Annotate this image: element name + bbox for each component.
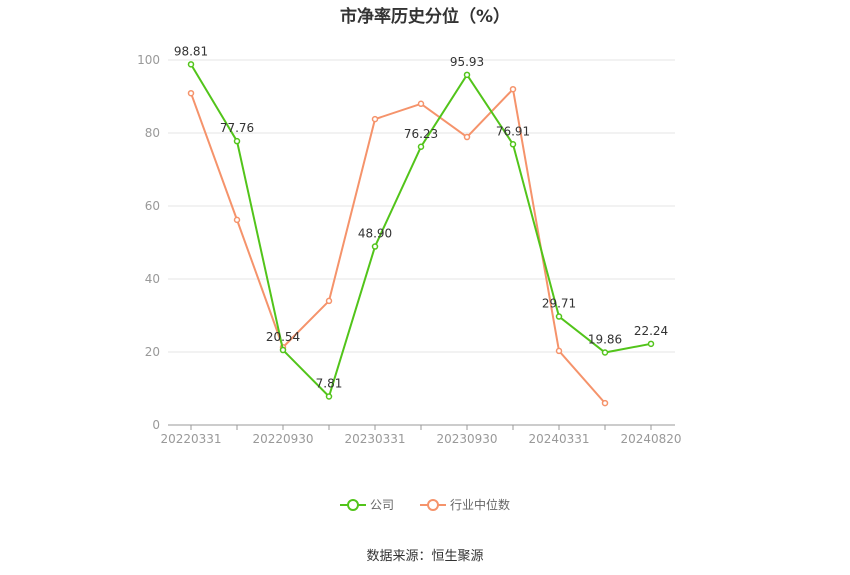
y-tick-label: 20 bbox=[145, 345, 160, 359]
legend-marker-icon bbox=[339, 498, 366, 511]
data-label: 76.23 bbox=[404, 127, 438, 141]
data-label: 22.24 bbox=[634, 324, 668, 338]
data-label: 19.86 bbox=[588, 333, 622, 347]
data-label: 76.91 bbox=[496, 124, 530, 138]
legend: 公司 行业中位数 bbox=[0, 496, 850, 513]
y-tick-label: 100 bbox=[137, 53, 160, 67]
data-point bbox=[601, 399, 609, 407]
data-label: 7.81 bbox=[316, 376, 343, 390]
data-point bbox=[417, 100, 425, 108]
data-point bbox=[463, 133, 471, 141]
data-point bbox=[509, 85, 517, 93]
data-point bbox=[325, 297, 333, 305]
legend-label: 公司 bbox=[369, 498, 394, 512]
data-point bbox=[509, 141, 517, 148]
x-tick-label: 20240331 bbox=[528, 432, 589, 446]
series-line-公司 bbox=[190, 63, 652, 399]
data-label: 29.71 bbox=[542, 297, 576, 311]
chart-title: 市净率历史分位（%） bbox=[339, 7, 511, 27]
x-tick-label: 20230930 bbox=[436, 432, 497, 446]
source-note: 数据来源：恒生聚源 bbox=[366, 549, 484, 564]
data-label: 20.54 bbox=[266, 330, 300, 344]
y-tick-label: 60 bbox=[145, 199, 160, 213]
x-tick-label: 20230331 bbox=[344, 432, 405, 446]
data-label: 48.90 bbox=[358, 227, 392, 241]
legend-label: 行业中位数 bbox=[450, 498, 511, 512]
data-label: 95.93 bbox=[450, 55, 484, 69]
legend-item[interactable]: 公司 bbox=[339, 496, 394, 513]
grid-lines bbox=[168, 59, 675, 353]
data-point bbox=[601, 349, 609, 356]
data-point bbox=[233, 137, 241, 145]
data-point bbox=[233, 216, 241, 224]
series-group bbox=[187, 61, 655, 407]
data-point bbox=[187, 61, 195, 68]
data-point bbox=[647, 340, 655, 348]
data-point bbox=[187, 89, 195, 97]
data-point bbox=[417, 143, 425, 151]
y-axis: 0 20 40 60 80 100 bbox=[137, 53, 160, 432]
x-tick-label: 20220930 bbox=[252, 432, 313, 446]
y-tick-label: 80 bbox=[145, 126, 160, 140]
x-tick-label: 20220331 bbox=[160, 432, 221, 446]
series-line-行业中位数 bbox=[190, 87, 606, 404]
y-tick-label: 0 bbox=[152, 418, 160, 432]
data-point bbox=[555, 313, 563, 320]
data-label: 77.76 bbox=[220, 121, 254, 135]
data-point bbox=[371, 115, 379, 123]
x-axis: 20220331 20220930 20230331 20230930 20240331… bbox=[160, 424, 682, 446]
data-point bbox=[325, 393, 333, 400]
legend-item[interactable]: 行业中位数 bbox=[420, 496, 510, 513]
data-point bbox=[371, 243, 379, 250]
data-label: 98.81 bbox=[174, 44, 208, 58]
y-tick-label: 40 bbox=[145, 272, 160, 286]
data-point bbox=[555, 347, 563, 355]
legend-marker-icon bbox=[420, 498, 446, 511]
x-tick-label: 20240820 bbox=[620, 432, 681, 446]
data-point bbox=[279, 346, 287, 354]
data-labels: 98.81 77.76 20.54 7.81 48.90 76.23 95.93 76.91 2… bbox=[174, 44, 668, 390]
data-point bbox=[463, 71, 471, 79]
